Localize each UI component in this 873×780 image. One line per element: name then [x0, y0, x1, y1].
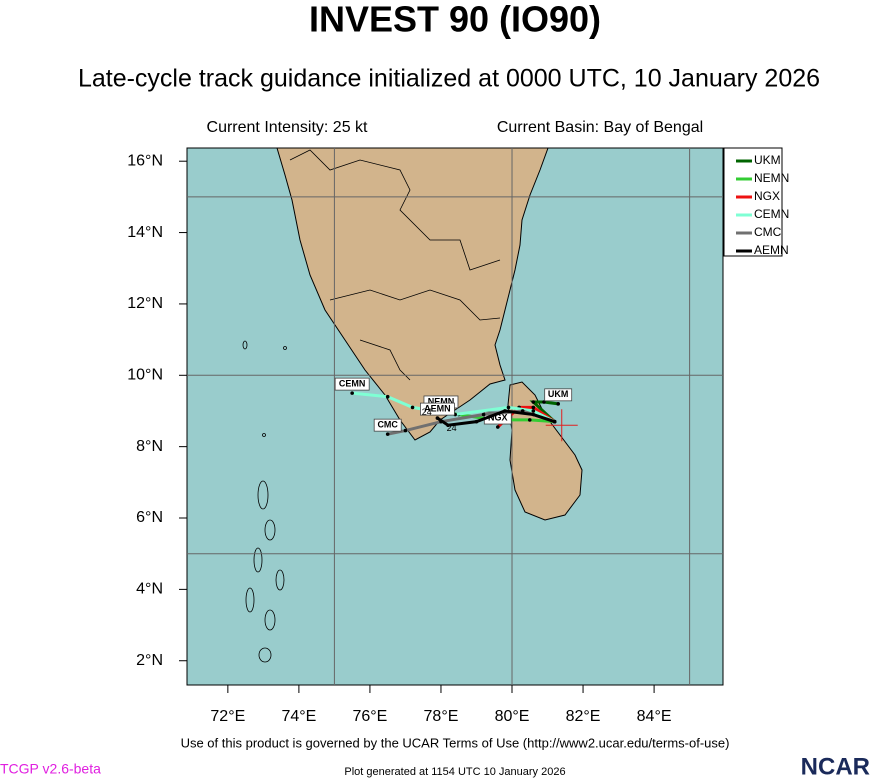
track-point	[446, 423, 450, 428]
x-tick-label: 76°E	[352, 708, 387, 725]
y-tick-label: 4°N	[136, 581, 163, 598]
track-point	[481, 412, 486, 417]
track-point	[435, 416, 440, 420]
y-tick-label: 6°N	[136, 509, 163, 526]
track	[529, 400, 559, 423]
chart-title: INVEST 90 (IO90)	[309, 0, 601, 40]
track-point	[531, 409, 536, 413]
track-label-box	[334, 377, 370, 391]
track-label: CMC	[377, 420, 398, 430]
track-point	[506, 405, 511, 410]
track-point	[527, 418, 532, 422]
track-point	[552, 419, 557, 424]
x-tick-label: 82°E	[566, 708, 601, 725]
frame	[186, 147, 724, 686]
generated: Plot generated at 1154 UTC 10 January 20…	[344, 766, 565, 778]
chart-subtitle: Late-cycle track guidance initialized at…	[78, 65, 820, 93]
legend-box	[723, 147, 783, 257]
x-tick-label: 72°E	[210, 708, 245, 725]
track-label-box	[420, 402, 455, 416]
annotation: 24	[447, 423, 457, 433]
track-label: NEMN	[428, 396, 455, 406]
legend: UKM NEMN NGX CEMN CMC AEMN	[723, 147, 789, 257]
y-tick-label: 14°N	[127, 224, 163, 241]
basin: Current Basin: Bay of Bengal	[497, 119, 703, 136]
legend-label: CMC	[754, 225, 782, 239]
maldives	[242, 340, 287, 663]
land-india	[276, 147, 549, 441]
track-point	[474, 419, 479, 424]
state-borders	[329, 289, 501, 321]
x-tick-label: 84°E	[637, 708, 672, 725]
track-label: UKM	[548, 389, 569, 399]
legend-label: CEMN	[754, 207, 789, 221]
track-label: CEMN	[339, 379, 366, 389]
track-point	[503, 409, 507, 413]
track-point	[385, 432, 390, 436]
legend-label: NEMN	[754, 171, 789, 185]
logo: NCAR	[801, 753, 870, 780]
track-point	[403, 428, 408, 433]
track-point	[350, 391, 354, 395]
land-sri-lanka	[507, 381, 583, 521]
track-label: AEMN	[424, 403, 451, 413]
x-tick-label: 78°E	[424, 708, 459, 725]
version: TCGP v2.6-beta	[0, 761, 101, 777]
y-tick-label: 2°N	[136, 652, 163, 669]
legend-label: UKM	[754, 153, 781, 167]
y-tick-label: 10°N	[127, 367, 163, 384]
track-label-box	[373, 418, 402, 432]
x-tick-label: 80°E	[495, 708, 530, 725]
legend-label: NGX	[754, 189, 780, 203]
terms: Use of this product is governed by the U…	[181, 735, 730, 750]
y-tick-label: 8°N	[136, 438, 163, 455]
track-label: NGX	[488, 412, 508, 422]
track-point	[385, 394, 390, 399]
intensity: Current Intensity: 25 kt	[207, 119, 369, 136]
track-point	[531, 400, 536, 404]
track-label-box	[544, 388, 573, 402]
y-tick-label: 16°N	[127, 152, 163, 169]
track-point	[531, 412, 536, 417]
track	[436, 409, 556, 427]
track-point	[556, 402, 560, 406]
track-point	[410, 405, 415, 410]
legend-label: AEMN	[754, 243, 789, 257]
x-tick-label: 74°E	[281, 708, 316, 725]
state-borders	[289, 149, 501, 271]
track-point	[531, 405, 536, 410]
track-point	[496, 425, 500, 429]
y-tick-label: 12°N	[127, 295, 163, 312]
annotation: 24	[422, 407, 432, 417]
